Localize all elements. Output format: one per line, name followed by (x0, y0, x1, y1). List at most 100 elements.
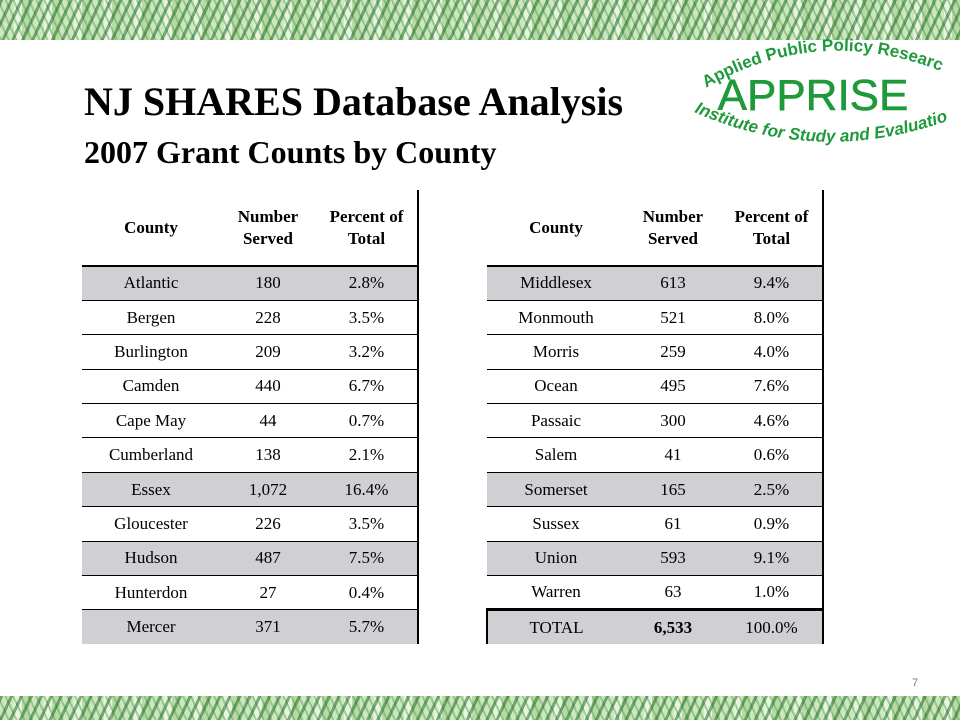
number-cell: 27 (220, 575, 316, 610)
header-percent-line2: Total (347, 228, 386, 248)
header-number-served: Number Served (625, 190, 721, 267)
header-percent-line2: Total (752, 228, 791, 248)
percent-cell: 2.1% (316, 437, 419, 473)
number-cell: 371 (220, 609, 316, 645)
number-cell: 495 (625, 368, 721, 404)
county-cell: Warren (487, 575, 625, 610)
county-cell: Essex (82, 471, 220, 507)
number-cell: 209 (220, 334, 316, 370)
county-table-right: County Number Served Percent of Total Midd… (486, 190, 824, 645)
header-percent-line1: Percent of (329, 206, 404, 226)
slide-title: NJ SHARES Database Analysis (84, 79, 624, 124)
top-decorative-band (0, 0, 960, 40)
number-cell: 41 (625, 437, 721, 473)
table-row: Hudson 487 7.5% (82, 540, 419, 576)
percent-cell: 9.1% (721, 540, 824, 576)
number-cell: 61 (625, 506, 721, 542)
number-cell: 165 (625, 471, 721, 507)
total-percent-cell: 100.0% (721, 608, 824, 645)
county-cell: Hunterdon (82, 575, 220, 610)
percent-cell: 0.9% (721, 506, 824, 542)
county-cell: Passaic (487, 403, 625, 438)
table-row: Morris 259 4.0% (487, 334, 824, 370)
table-row: Salem 41 0.6% (487, 437, 824, 473)
table-row: Ocean 495 7.6% (487, 368, 824, 404)
total-label-cell: TOTAL (486, 608, 625, 645)
number-cell: 440 (220, 368, 316, 404)
table-row: Mercer 371 5.7% (82, 609, 419, 645)
percent-cell: 0.4% (316, 575, 419, 610)
percent-cell: 1.0% (721, 575, 824, 610)
header-percent-total: Percent of Total (316, 190, 419, 267)
county-cell: Atlantic (82, 265, 220, 301)
table-row: Hunterdon 27 0.4% (82, 575, 419, 610)
county-cell: Cumberland (82, 437, 220, 473)
table-row: Gloucester 226 3.5% (82, 506, 419, 542)
percent-cell: 4.6% (721, 403, 824, 438)
number-cell: 44 (220, 403, 316, 438)
header-percent-total: Percent of Total (721, 190, 824, 267)
percent-cell: 7.6% (721, 368, 824, 404)
header-number-served: Number Served (220, 190, 316, 267)
header-number-line2: Served (647, 228, 699, 248)
table-row: Burlington 209 3.2% (82, 334, 419, 370)
number-cell: 300 (625, 403, 721, 438)
table-row: Sussex 61 0.9% (487, 506, 824, 542)
number-cell: 228 (220, 299, 316, 335)
percent-cell: 0.6% (721, 437, 824, 473)
table-row: Atlantic 180 2.8% (82, 265, 419, 301)
county-cell: Monmouth (487, 299, 625, 335)
header-number-line1: Number (642, 206, 704, 226)
number-cell: 487 (220, 540, 316, 576)
number-cell: 613 (625, 265, 721, 301)
county-cell: Ocean (487, 368, 625, 404)
percent-cell: 3.5% (316, 506, 419, 542)
table-row: Somerset 165 2.5% (487, 471, 824, 507)
header-number-line1: Number (237, 206, 299, 226)
county-cell: Mercer (82, 609, 220, 645)
number-cell: 1,072 (220, 471, 316, 507)
percent-cell: 3.2% (316, 334, 419, 370)
table-row: Passaic 300 4.6% (487, 403, 824, 438)
county-cell: Morris (487, 334, 625, 370)
county-cell: Gloucester (82, 506, 220, 542)
county-cell: Cape May (82, 403, 220, 438)
county-cell: Camden (82, 368, 220, 404)
table-row: Essex 1,072 16.4% (82, 471, 419, 507)
total-number-cell: 6,533 (625, 608, 721, 645)
county-cell: Hudson (82, 540, 220, 576)
county-cell: Somerset (487, 471, 625, 507)
number-cell: 259 (625, 334, 721, 370)
percent-cell: 8.0% (721, 299, 824, 335)
table-row: Cumberland 138 2.1% (82, 437, 419, 473)
county-cell: Burlington (82, 334, 220, 370)
number-cell: 593 (625, 540, 721, 576)
table-row: Cape May 44 0.7% (82, 403, 419, 438)
percent-cell: 9.4% (721, 265, 824, 301)
percent-cell: 16.4% (316, 471, 419, 507)
county-cell: Union (487, 540, 625, 576)
county-cell: Middlesex (487, 265, 625, 301)
header-number-line2: Served (242, 228, 294, 248)
total-row: TOTAL 6,533 100.0% (486, 608, 824, 645)
percent-cell: 2.8% (316, 265, 419, 301)
number-cell: 63 (625, 575, 721, 610)
county-cell: Bergen (82, 299, 220, 335)
header-county: County (82, 190, 220, 267)
percent-cell: 3.5% (316, 299, 419, 335)
number-cell: 226 (220, 506, 316, 542)
number-cell: 138 (220, 437, 316, 473)
apprise-logo: Applied Public Policy Research APPRISE I… (676, 26, 950, 146)
header-county: County (487, 190, 625, 267)
bottom-decorative-band (0, 696, 960, 720)
page-number: 7 (912, 677, 919, 689)
table-row: Bergen 228 3.5% (82, 299, 419, 335)
slide-subtitle: 2007 Grant Counts by County (84, 134, 497, 170)
county-table-left: County Number Served Percent of Total Atla… (82, 190, 419, 645)
percent-cell: 4.0% (721, 334, 824, 370)
county-cell: Sussex (487, 506, 625, 542)
number-cell: 180 (220, 265, 316, 301)
table-row: Camden 440 6.7% (82, 368, 419, 404)
percent-cell: 6.7% (316, 368, 419, 404)
number-cell: 521 (625, 299, 721, 335)
